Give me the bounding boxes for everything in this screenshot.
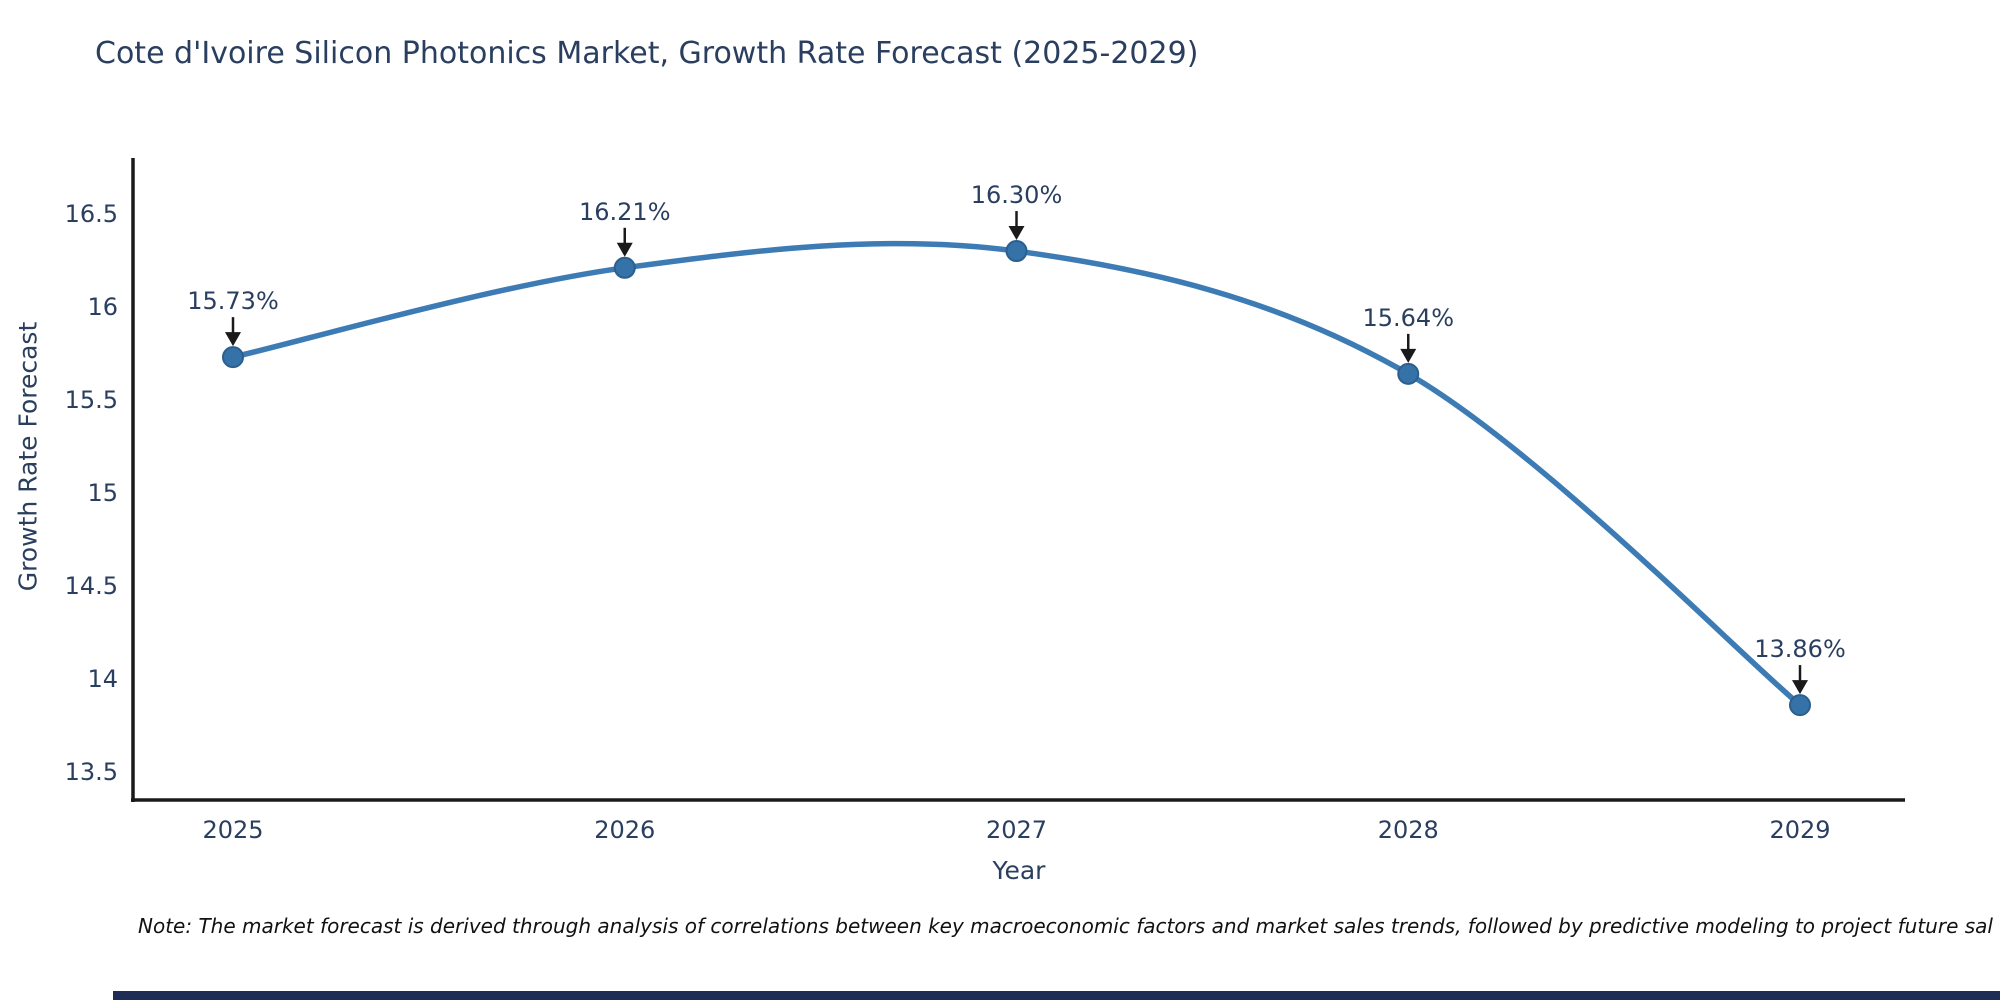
- data-point-marker: [222, 346, 244, 369]
- y-tick-label: 14.5: [65, 572, 118, 600]
- y-tick-label: 13.5: [65, 758, 118, 786]
- y-axis-title: Growth Rate Forecast: [13, 321, 43, 592]
- y-tick-label: 15: [87, 479, 118, 507]
- chart-title: Cote d'Ivoire Silicon Photonics Market, …: [95, 36, 1199, 71]
- annotation-arrow-head: [616, 242, 633, 257]
- data-point-marker: [613, 256, 636, 279]
- data-point-marker: [1397, 362, 1420, 385]
- footer-bar: [113, 991, 2000, 1000]
- data-point-label: 16.30%: [971, 181, 1063, 209]
- x-tick-label: 2027: [986, 816, 1047, 844]
- footnote: Note: The market forecast is derived thr…: [138, 914, 1993, 938]
- y-tick-label: 16.5: [65, 200, 118, 228]
- y-tick-label: 16: [87, 293, 118, 321]
- y-tick-label: 15.5: [65, 386, 118, 414]
- x-tick-label: 2026: [594, 816, 655, 844]
- x-tick-label: 2028: [1378, 816, 1439, 844]
- data-point-marker: [1789, 694, 1811, 717]
- x-tick-label: 2025: [202, 816, 263, 844]
- annotation-arrow-head: [225, 332, 241, 347]
- data-point-marker: [1005, 240, 1028, 263]
- data-point-label: 13.86%: [1754, 635, 1846, 663]
- x-tick-label: 2029: [1769, 816, 1830, 844]
- y-tick-label: 14: [87, 665, 118, 693]
- annotation-arrow-head: [1400, 348, 1417, 363]
- data-point-label: 15.73%: [187, 287, 279, 315]
- annotation-arrow-head: [1008, 226, 1025, 241]
- annotation-arrow-head: [1792, 680, 1808, 695]
- data-point-label: 15.64%: [1362, 304, 1454, 332]
- x-axis-title: Year: [992, 856, 1046, 885]
- series-line: [230, 240, 1803, 708]
- data-point-label: 16.21%: [579, 198, 671, 226]
